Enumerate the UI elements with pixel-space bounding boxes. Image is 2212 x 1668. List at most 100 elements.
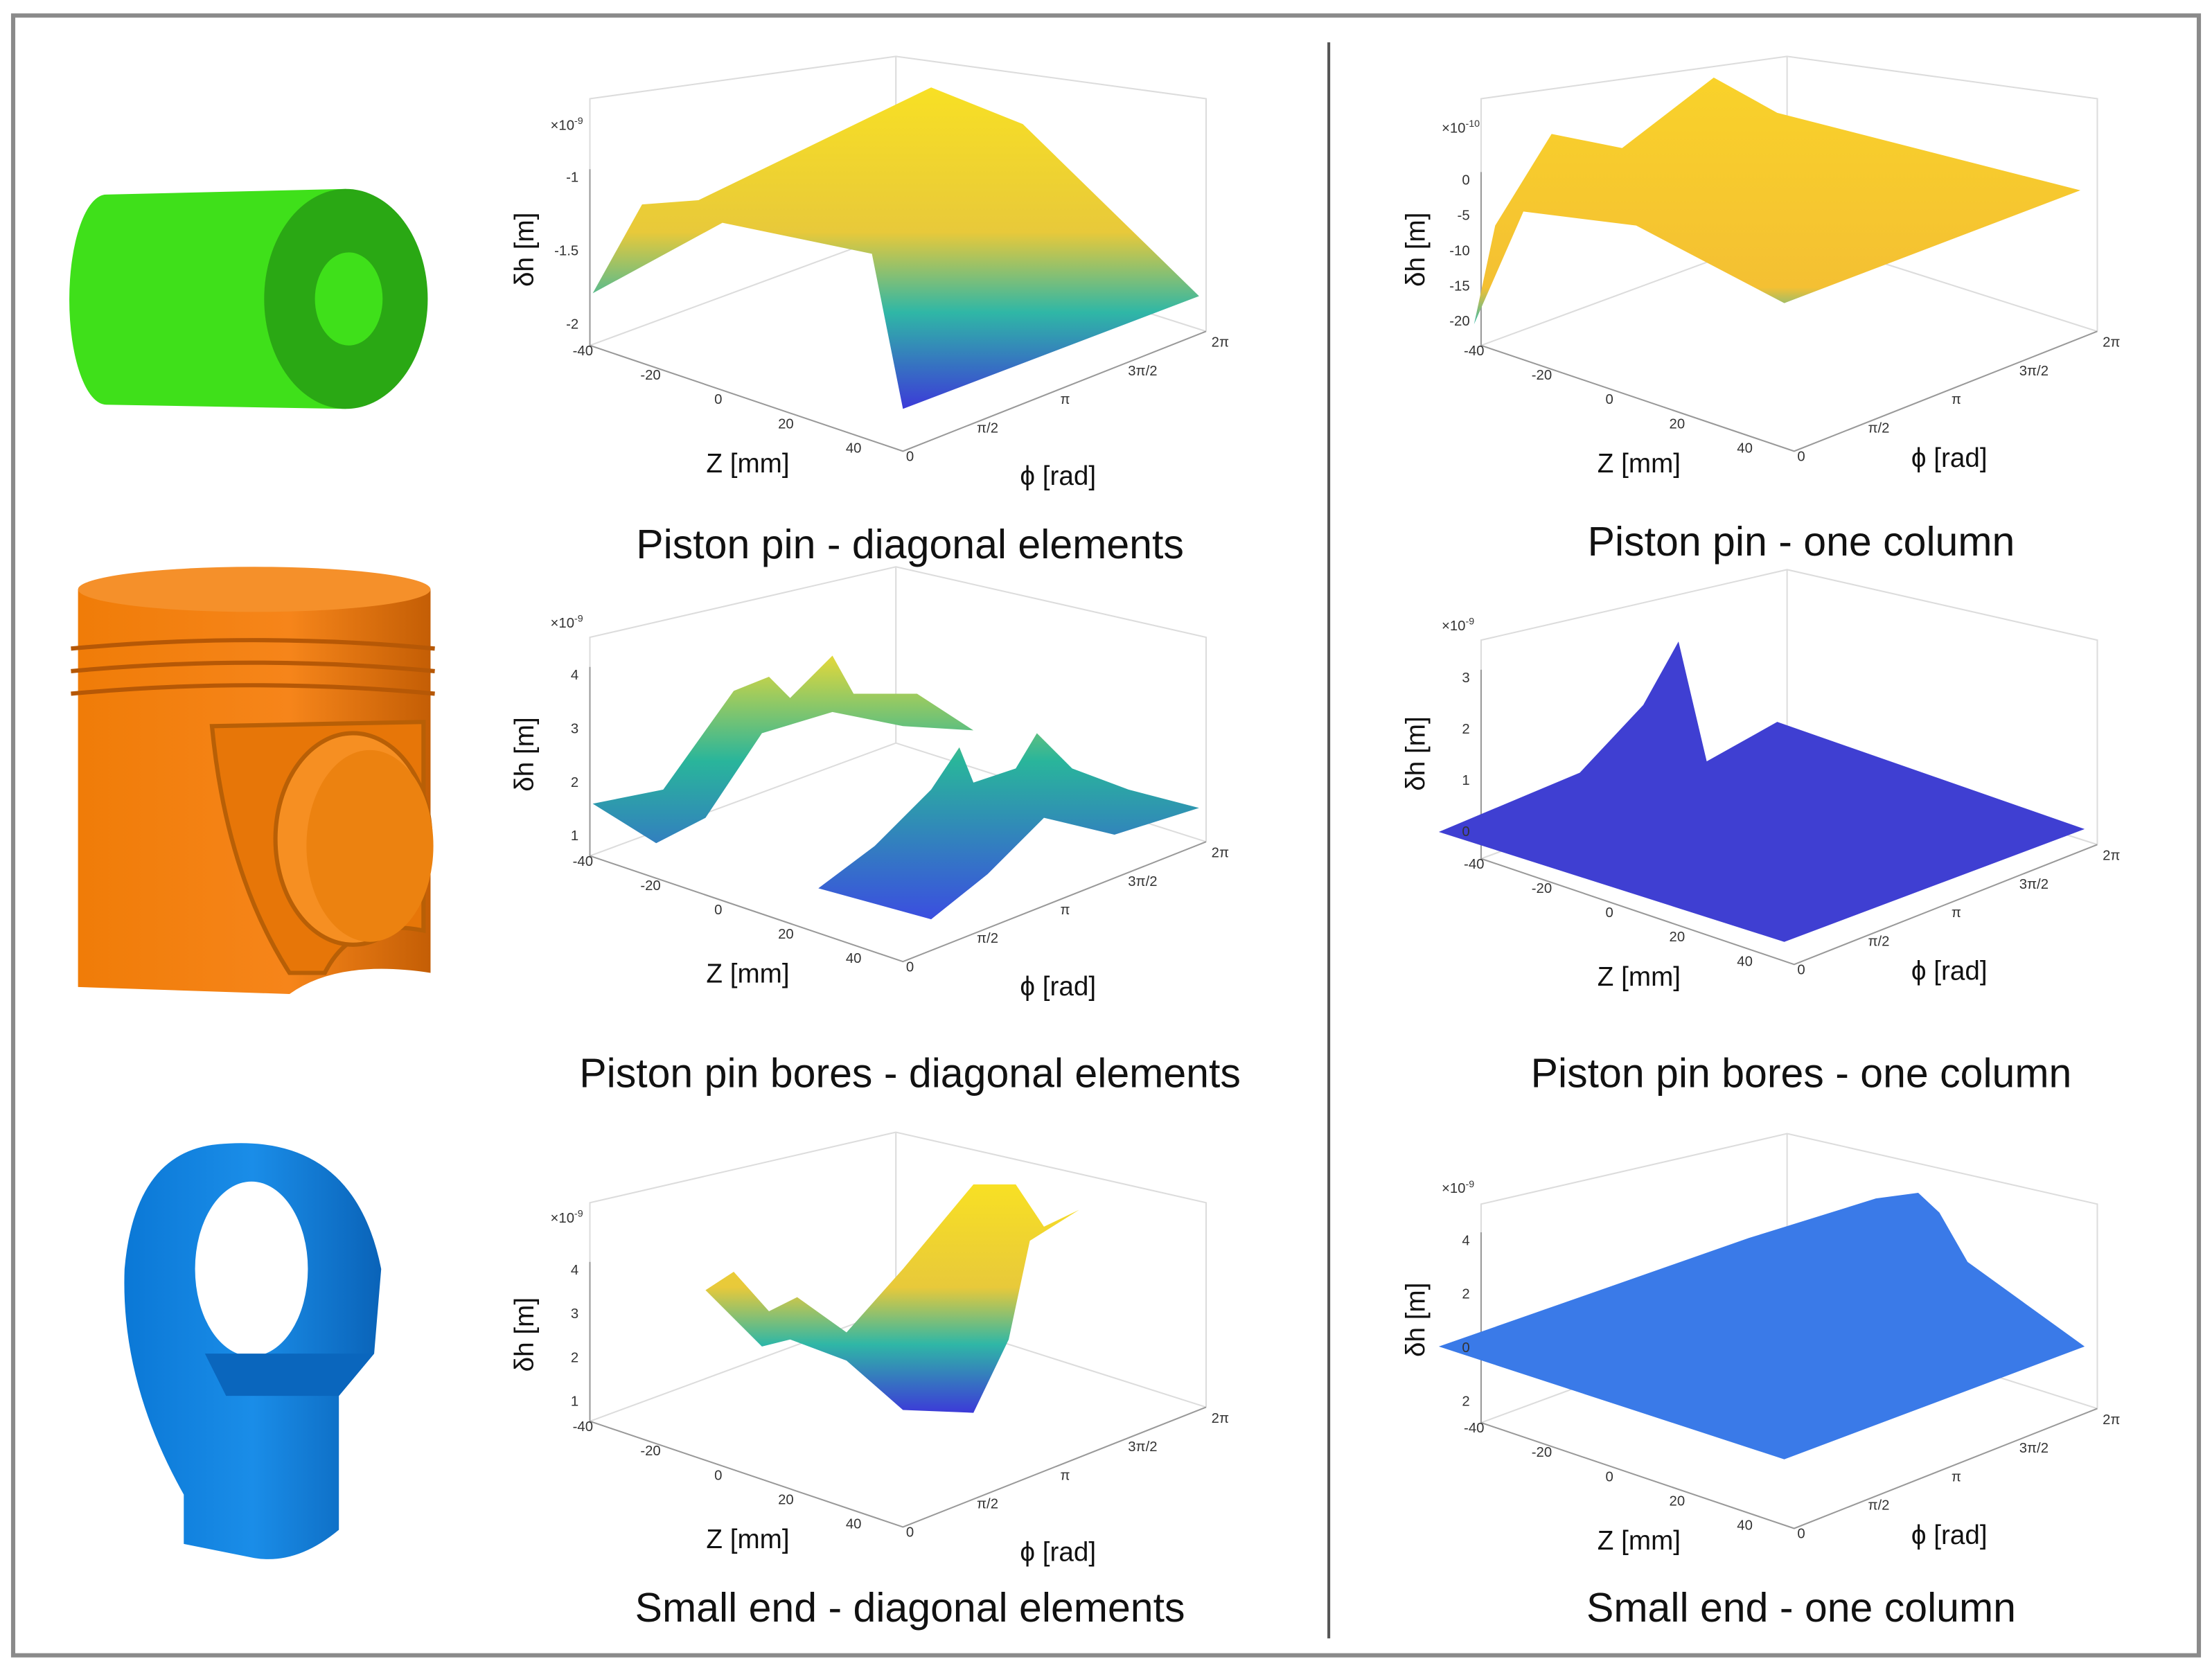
y-axis-label: δh [m] <box>1401 1283 1431 1357</box>
exponent-label: ×10-9 <box>1442 1179 1474 1196</box>
x-tick-label: 40 <box>846 951 862 966</box>
z-tick-label: 0 <box>1462 173 1469 188</box>
axis-lines <box>589 666 1207 963</box>
x-tick-label: 0 <box>1606 905 1613 921</box>
exponent-label: ×10-10 <box>1442 118 1480 136</box>
phi-tick-label: 2π <box>1212 846 1229 861</box>
exponent-power: -9 <box>574 1209 583 1220</box>
x-tick-label: 0 <box>1606 1469 1613 1484</box>
y-axis-label: δh [m] <box>510 1297 540 1372</box>
phi-tick-label: 0 <box>906 959 914 975</box>
x-tick-label: -20 <box>640 1444 660 1459</box>
z-tick-label: 2 <box>1462 722 1469 737</box>
phi-tick-label: 0 <box>1797 1527 1805 1542</box>
exponent-label: ×10-9 <box>551 116 583 133</box>
z-tick-label: -5 <box>1458 208 1470 224</box>
x-tick-label: -40 <box>1464 344 1484 359</box>
x-tick-label: 40 <box>1737 954 1753 969</box>
z-tick-label: -20 <box>1449 314 1469 329</box>
piston-model <box>71 567 435 995</box>
x-tick-label: -40 <box>573 854 593 869</box>
y-axis-label: δh [m] <box>1401 716 1431 790</box>
frame <box>10 13 2202 1658</box>
z-tick-label: 2 <box>571 775 578 790</box>
phi-tick-label: π <box>1060 903 1070 918</box>
phi-tick-label: π <box>1952 905 1961 921</box>
z-tick-label: 2 <box>1462 1394 1469 1409</box>
x-tick-label: 0 <box>714 392 722 407</box>
surface <box>592 655 1199 920</box>
exponent-power: -9 <box>574 614 583 625</box>
phi-tick-label: 3π/2 <box>2019 1441 2049 1456</box>
x-tick-label: -20 <box>1532 368 1552 383</box>
z-tick-label: 4 <box>1462 1233 1469 1248</box>
phi-tick-label: π <box>1952 1469 1961 1484</box>
phi-tick-label: 2π <box>2103 849 2120 864</box>
phi-tick-label: π/2 <box>1868 420 1889 436</box>
phi-tick-label: π/2 <box>977 420 998 436</box>
x-tick-label: -20 <box>1532 881 1552 896</box>
phi-tick-label: 3π/2 <box>1128 874 1157 889</box>
z-tick-label: 1 <box>1462 773 1469 788</box>
x-tick-label: 0 <box>714 1468 722 1483</box>
phi-tick-label: π <box>1060 1468 1070 1483</box>
z-tick-label: 3 <box>571 721 578 736</box>
phi-axis-label: ϕ [rad] <box>1020 461 1096 491</box>
x-tick-label: -40 <box>573 344 593 359</box>
z-tick-label: 4 <box>571 668 578 683</box>
axis-lines <box>1480 172 2098 452</box>
axis-lines <box>589 1261 1207 1528</box>
exponent-power: -10 <box>1465 118 1480 130</box>
x-axis-label: Z [mm] <box>706 959 789 989</box>
surface <box>592 87 1199 409</box>
exponent-base: ×10 <box>1442 1181 1466 1196</box>
phi-tick-label: π <box>1060 392 1070 407</box>
x-tick-label: 20 <box>778 416 794 432</box>
surface <box>1474 77 2081 325</box>
x-tick-label: 0 <box>1606 392 1613 407</box>
z-tick-label: 1 <box>571 1394 578 1409</box>
phi-tick-label: π/2 <box>1868 1498 1889 1514</box>
axis-lines <box>1480 669 2098 966</box>
phi-axis-label: ϕ [rad] <box>1911 957 1988 986</box>
x-tick-label: 0 <box>714 903 722 918</box>
surface <box>1438 641 2085 942</box>
caption: Small end - diagonal elements <box>635 1585 1185 1631</box>
exponent-base: ×10 <box>1442 619 1466 634</box>
x-axis-label: Z [mm] <box>706 449 789 479</box>
x-tick-label: -20 <box>1532 1445 1552 1460</box>
exponent-base: ×10 <box>1442 121 1466 136</box>
phi-tick-label: 3π/2 <box>1128 364 1157 379</box>
x-tick-label: 40 <box>846 1516 862 1532</box>
phi-tick-label: 0 <box>1797 963 1805 978</box>
z-tick-label: -1.5 <box>554 243 578 258</box>
axis-lines <box>589 169 1207 452</box>
x-tick-label: 20 <box>1670 1493 1685 1509</box>
y-axis-label: δh [m] <box>510 213 540 287</box>
y-axis-label: δh [m] <box>1401 213 1431 287</box>
phi-axis-label: ϕ [rad] <box>1020 1537 1096 1567</box>
surface-plot: ×10-9 3 2 1 0 -40 -20 0 20 40 0 π/2 π 3π/2 2π δh [m] Z [… <box>1401 569 2120 1096</box>
z-tick-label: 0 <box>1462 1340 1469 1356</box>
z-tick-label: 3 <box>1462 671 1469 686</box>
x-axis-label: Z [mm] <box>1598 449 1681 479</box>
phi-tick-label: 2π <box>2103 335 2120 351</box>
surface <box>705 1184 1079 1413</box>
y-axis-label: δh [m] <box>510 717 540 791</box>
surface-plot: ×10-9 -1 -1.5 -2 -40 -20 0 20 40 0 π/2 π 3π/2 2π δh [m… <box>510 55 1229 567</box>
z-tick-label: 2 <box>1462 1287 1469 1302</box>
x-tick-label: -40 <box>573 1419 593 1435</box>
phi-axis-label: ϕ [rad] <box>1020 972 1096 1002</box>
x-tick-label: 40 <box>1737 1518 1753 1534</box>
phi-axis-label: ϕ [rad] <box>1911 1520 1988 1550</box>
exponent-power: -9 <box>1465 1179 1474 1190</box>
exponent-label: ×10-9 <box>551 1209 583 1226</box>
exponent-power: -9 <box>574 116 583 127</box>
phi-tick-label: π/2 <box>977 931 998 946</box>
caption: Piston pin bores - one column <box>1531 1050 2072 1096</box>
exponent-base: ×10 <box>551 616 575 631</box>
x-axis-label: Z [mm] <box>1598 1526 1681 1556</box>
phi-tick-label: π/2 <box>1868 934 1889 949</box>
